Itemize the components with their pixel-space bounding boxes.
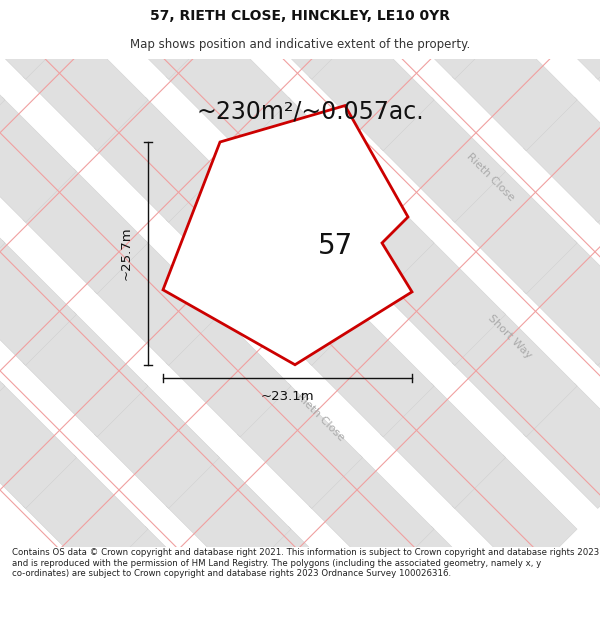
Polygon shape (0, 312, 5, 437)
Polygon shape (595, 169, 600, 294)
Polygon shape (595, 312, 600, 437)
Polygon shape (524, 240, 600, 366)
Polygon shape (0, 26, 5, 151)
Polygon shape (524, 97, 600, 222)
Polygon shape (524, 383, 600, 509)
Polygon shape (309, 169, 434, 294)
Text: Contains OS data © Crown copyright and database right 2021. This information is : Contains OS data © Crown copyright and d… (12, 549, 599, 578)
Polygon shape (452, 312, 577, 437)
Polygon shape (94, 97, 220, 222)
Polygon shape (380, 97, 506, 222)
Polygon shape (163, 106, 412, 365)
Polygon shape (0, 240, 76, 366)
Polygon shape (238, 383, 362, 509)
Text: ~25.7m: ~25.7m (119, 227, 133, 280)
Polygon shape (166, 598, 291, 625)
Text: Rieth Close: Rieth Close (464, 151, 516, 202)
Polygon shape (0, 0, 76, 79)
Polygon shape (23, 169, 148, 294)
Polygon shape (94, 240, 220, 366)
Polygon shape (380, 383, 506, 509)
Polygon shape (309, 26, 434, 151)
Polygon shape (166, 0, 291, 8)
Polygon shape (0, 0, 5, 8)
Polygon shape (166, 312, 291, 437)
Polygon shape (166, 26, 291, 151)
Polygon shape (94, 383, 220, 509)
Polygon shape (23, 26, 148, 151)
Polygon shape (452, 0, 577, 8)
Polygon shape (0, 169, 5, 294)
Polygon shape (23, 312, 148, 437)
Polygon shape (94, 0, 220, 79)
Polygon shape (23, 0, 148, 8)
Polygon shape (524, 0, 600, 79)
Polygon shape (309, 312, 434, 437)
Polygon shape (452, 169, 577, 294)
Text: ~230m²/~0.057ac.: ~230m²/~0.057ac. (196, 100, 424, 124)
Polygon shape (380, 240, 506, 366)
Text: Short Way: Short Way (486, 313, 534, 361)
Text: ~23.1m: ~23.1m (260, 390, 314, 402)
Polygon shape (23, 455, 148, 580)
Polygon shape (309, 598, 434, 625)
Polygon shape (166, 455, 291, 580)
Polygon shape (595, 0, 600, 8)
Polygon shape (238, 526, 362, 625)
Text: 57: 57 (318, 232, 353, 260)
Polygon shape (452, 26, 577, 151)
Polygon shape (238, 0, 362, 79)
Polygon shape (238, 240, 362, 366)
Text: Map shows position and indicative extent of the property.: Map shows position and indicative extent… (130, 38, 470, 51)
Polygon shape (380, 526, 506, 625)
Polygon shape (0, 383, 76, 509)
Text: Rieth Close: Rieth Close (294, 391, 346, 442)
Text: 57, RIETH CLOSE, HINCKLEY, LE10 0YR: 57, RIETH CLOSE, HINCKLEY, LE10 0YR (150, 9, 450, 24)
Polygon shape (595, 26, 600, 151)
Polygon shape (238, 97, 362, 222)
Polygon shape (0, 97, 76, 222)
Polygon shape (452, 455, 577, 580)
Polygon shape (94, 526, 220, 625)
Polygon shape (309, 0, 434, 8)
Polygon shape (309, 455, 434, 580)
Polygon shape (380, 0, 506, 79)
Polygon shape (166, 169, 291, 294)
